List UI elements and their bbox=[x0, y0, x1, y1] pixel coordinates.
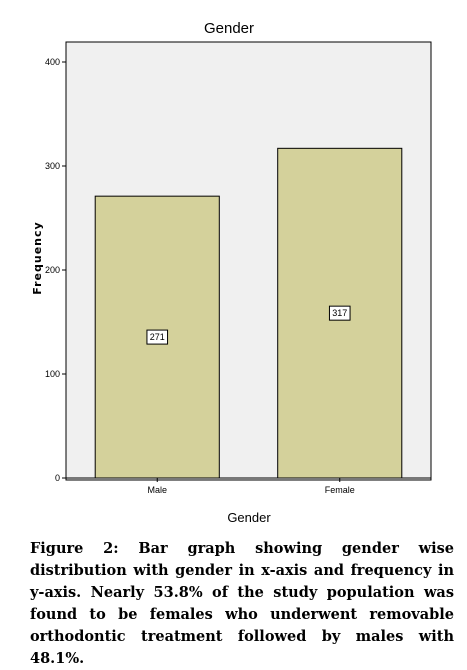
y-tick-label: 200 bbox=[45, 265, 60, 275]
x-tick-label: Female bbox=[325, 485, 355, 495]
y-tick-label: 300 bbox=[45, 161, 60, 171]
bar-chart: Gender 0 100 200 300 400 271 317 Male Female F… bbox=[31, 20, 432, 525]
data-label: 271 bbox=[150, 332, 165, 342]
chart-title: Gender bbox=[204, 20, 254, 37]
y-tick-label: 400 bbox=[45, 57, 60, 67]
y-axis: 0 100 200 300 400 bbox=[45, 57, 66, 483]
x-tick-label: Male bbox=[147, 485, 167, 495]
data-label-box bbox=[328, 305, 351, 321]
x-axis: Male Female bbox=[66, 477, 431, 495]
y-axis-label: Frequency bbox=[31, 221, 44, 294]
y-tick-label: 0 bbox=[55, 473, 60, 483]
y-tick-label: 100 bbox=[45, 369, 60, 379]
figure-caption: Figure 2: Bar graph showing gender wise … bbox=[30, 540, 454, 667]
bars: 271 317 bbox=[94, 147, 403, 479]
x-axis-label: Gender bbox=[227, 510, 271, 525]
data-label-box bbox=[146, 329, 169, 345]
data-label: 317 bbox=[332, 308, 347, 318]
